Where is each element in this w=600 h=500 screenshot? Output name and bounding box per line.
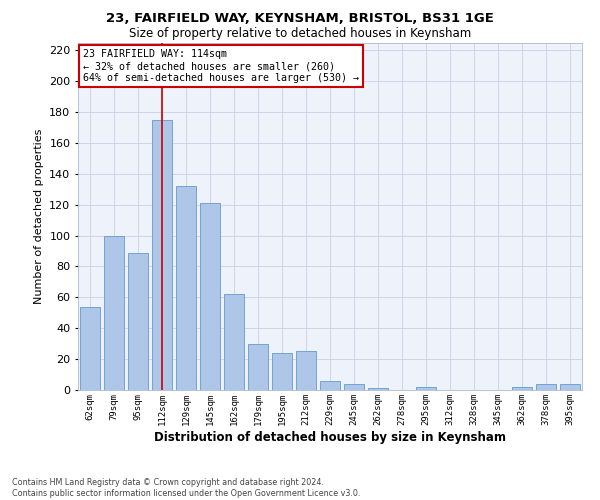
Text: 23 FAIRFIELD WAY: 114sqm
← 32% of detached houses are smaller (260)
64% of semi-: 23 FAIRFIELD WAY: 114sqm ← 32% of detach… (83, 50, 359, 82)
Bar (200, 203, 220, 390)
Bar (80, 306, 100, 390)
Bar (224, 294, 244, 390)
Y-axis label: Number of detached properties: Number of detached properties (34, 128, 44, 304)
Text: 23, FAIRFIELD WAY, KEYNSHAM, BRISTOL, BS31 1GE: 23, FAIRFIELD WAY, KEYNSHAM, BRISTOL, BS… (106, 12, 494, 26)
Bar (104, 236, 124, 390)
Text: Contains HM Land Registry data © Crown copyright and database right 2024.
Contai: Contains HM Land Registry data © Crown c… (12, 478, 361, 498)
Bar (248, 344, 268, 390)
Bar (320, 380, 340, 390)
X-axis label: Distribution of detached houses by size in Keynsham: Distribution of detached houses by size … (154, 430, 506, 444)
Bar (272, 353, 292, 390)
Bar (128, 252, 148, 390)
Bar (416, 387, 436, 390)
Bar (368, 388, 388, 390)
Bar (512, 387, 532, 390)
Bar (344, 384, 364, 390)
Bar (152, 120, 172, 390)
Bar (176, 186, 196, 390)
Bar (560, 384, 580, 390)
Bar (536, 384, 556, 390)
Text: Size of property relative to detached houses in Keynsham: Size of property relative to detached ho… (129, 28, 471, 40)
Bar (296, 352, 316, 390)
